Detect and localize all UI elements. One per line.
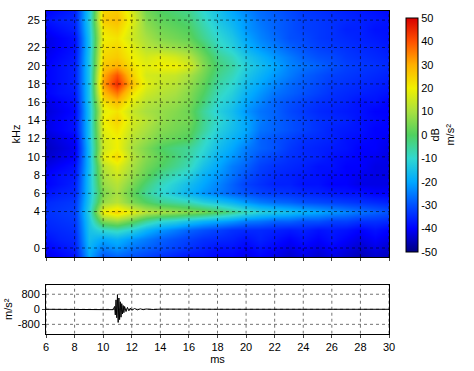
svg-text:22: 22 [28,41,40,53]
svg-text:10: 10 [421,105,433,117]
svg-text:10: 10 [28,151,40,163]
svg-text:m/s²: m/s² [2,298,14,320]
svg-text:-40: -40 [421,222,437,234]
svg-text:24: 24 [297,341,309,353]
svg-text:12: 12 [28,132,40,144]
svg-text:-800: -800 [18,318,40,330]
svg-text:18: 18 [28,78,40,90]
svg-text:ms: ms [210,353,225,365]
svg-text:6: 6 [34,187,40,199]
svg-text:18: 18 [211,341,223,353]
svg-text:26: 26 [326,341,338,353]
svg-text:-10: -10 [421,152,437,164]
svg-text:kHz: kHz [10,125,22,144]
svg-text:8: 8 [72,341,78,353]
svg-text:14: 14 [154,341,166,353]
svg-text:28: 28 [354,341,366,353]
svg-text:-50: -50 [421,246,437,258]
svg-text:12: 12 [126,341,138,353]
svg-text:0: 0 [421,129,427,141]
svg-text:800: 800 [21,288,39,300]
svg-text:-30: -30 [421,199,437,211]
svg-text:6: 6 [43,341,49,353]
svg-text:10: 10 [97,341,109,353]
svg-text:8: 8 [34,169,40,181]
svg-text:dBm/s²: dBm/s² [429,124,455,146]
svg-text:25: 25 [28,14,40,26]
svg-text:16: 16 [28,96,40,108]
svg-text:14: 14 [28,114,40,126]
svg-text:30: 30 [383,341,395,353]
svg-text:40: 40 [421,35,433,47]
svg-text:-20: -20 [421,176,437,188]
svg-text:4: 4 [34,205,40,217]
svg-text:50: 50 [421,12,433,24]
svg-text:20: 20 [240,341,252,353]
svg-text:0: 0 [34,242,40,254]
svg-text:30: 30 [421,59,433,71]
svg-text:20: 20 [421,82,433,94]
svg-text:20: 20 [28,60,40,72]
svg-text:16: 16 [183,341,195,353]
svg-text:0: 0 [34,303,40,315]
svg-text:22: 22 [269,341,281,353]
